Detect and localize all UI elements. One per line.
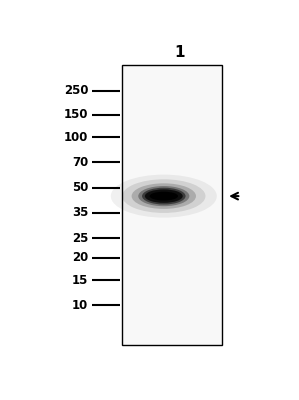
Text: 35: 35: [72, 206, 89, 220]
Ellipse shape: [150, 192, 178, 200]
Ellipse shape: [111, 174, 217, 218]
Text: 20: 20: [72, 251, 89, 264]
Text: 1: 1: [175, 45, 185, 60]
Ellipse shape: [132, 183, 196, 209]
Text: 15: 15: [72, 274, 89, 287]
Bar: [122, 65, 222, 345]
Text: 250: 250: [64, 84, 89, 97]
Text: 150: 150: [64, 108, 89, 121]
Ellipse shape: [142, 188, 186, 204]
Text: 100: 100: [64, 131, 89, 144]
Text: 10: 10: [72, 299, 89, 312]
Ellipse shape: [122, 179, 205, 213]
Text: 25: 25: [72, 232, 89, 245]
Text: 70: 70: [72, 156, 89, 169]
Ellipse shape: [138, 186, 189, 206]
Ellipse shape: [145, 189, 183, 203]
Text: 50: 50: [72, 181, 89, 194]
